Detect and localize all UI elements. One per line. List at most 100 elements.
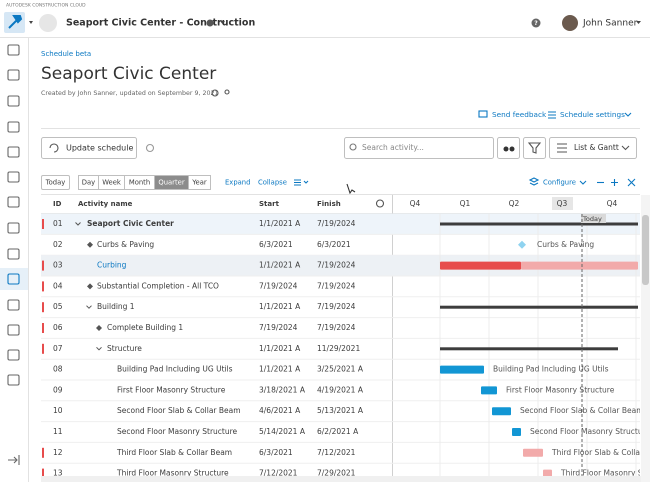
activity-name[interactable]: Second Floor Slab & Collar Beam — [117, 406, 241, 415]
gantt-bar[interactable] — [440, 365, 484, 374]
configure[interactable]: Configure — [543, 179, 576, 187]
brand: AUTODESK CONSTRUCTION CLOUD — [6, 3, 86, 9]
finish-date: 7/19/2024 — [317, 219, 356, 228]
caret[interactable] — [636, 21, 641, 24]
collapse[interactable]: Collapse — [258, 179, 287, 187]
expand-caret[interactable] — [75, 222, 81, 226]
column-header[interactable]: ID — [53, 200, 62, 208]
scale-label[interactable]: Week — [102, 179, 121, 187]
sidebar-icon[interactable] — [7, 95, 20, 107]
column-header[interactable]: Activity name — [78, 200, 133, 208]
finish-date: 6/3/2021 — [317, 240, 351, 249]
sidebar-icon[interactable] — [7, 222, 20, 234]
expand-caret[interactable] — [96, 346, 102, 351]
gantt-bar[interactable] — [440, 347, 618, 351]
period-label: Q4 — [410, 199, 421, 208]
search-box[interactable] — [344, 137, 494, 159]
schedule-settings[interactable]: Schedule settings — [560, 110, 625, 119]
sidebar-icon[interactable] — [7, 273, 20, 285]
gantt-bar[interactable] — [481, 386, 497, 395]
gantt-bar[interactable] — [492, 407, 511, 416]
zoom-in[interactable] — [611, 179, 618, 186]
activity-name[interactable]: Second Floor Masonry Structure — [117, 427, 238, 436]
view-dropdown[interactable] — [549, 137, 637, 159]
fullscreen[interactable] — [627, 178, 636, 187]
start-date: 5/14/2021 A — [259, 427, 306, 436]
sidebar-icon[interactable] — [7, 299, 20, 311]
user-name[interactable]: John Sanner — [582, 19, 638, 29]
activity-name[interactable]: Substantial Completion - All TCO — [97, 281, 219, 290]
scale-label[interactable]: Quarter — [158, 179, 184, 187]
gantt-bar[interactable] — [440, 305, 638, 309]
caret[interactable] — [29, 21, 33, 24]
column-header[interactable]: Start — [259, 200, 280, 208]
avatar[interactable] — [562, 15, 578, 31]
column-settings[interactable] — [375, 199, 385, 208]
row-id: 12 — [53, 448, 63, 457]
activity-name[interactable]: Seaport Civic Center — [87, 219, 174, 228]
period-label: Q1 — [460, 199, 471, 208]
caret[interactable] — [220, 21, 225, 24]
search-placeholder[interactable]: Search activity... — [362, 143, 424, 152]
sidebar-icon[interactable] — [7, 324, 20, 336]
start-date: 7/12/2021 — [259, 469, 298, 478]
gantt-bar[interactable] — [523, 448, 543, 457]
gantt-bar[interactable] — [440, 222, 638, 226]
binoculars-button[interactable] — [497, 137, 520, 159]
view-label[interactable]: List & Gantt — [574, 143, 619, 152]
activity-name[interactable]: Third Floor Slab & Collar Beam — [116, 448, 232, 457]
activity-name[interactable]: Structure — [107, 344, 142, 353]
column-header[interactable]: Finish — [317, 200, 341, 208]
sidebar-icon[interactable] — [7, 248, 20, 260]
expand-caret[interactable] — [86, 305, 92, 309]
gantt-bar[interactable] — [521, 261, 638, 270]
activity-name[interactable]: Curbing — [97, 261, 127, 270]
scale-label[interactable]: Month — [129, 179, 150, 187]
row-id: 04 — [53, 281, 63, 290]
today-label[interactable]: Today — [45, 179, 66, 187]
sidebar-icon[interactable] — [7, 171, 20, 183]
sidebar-icon[interactable] — [7, 374, 20, 386]
sidebar-icon[interactable] — [7, 44, 20, 56]
gantt-label: Third Floor Masonry Structure — [560, 469, 650, 478]
help-icon[interactable] — [531, 18, 541, 28]
filter-button[interactable] — [523, 137, 546, 159]
scale-button[interactable] — [188, 175, 211, 190]
sidebar-icon[interactable] — [7, 196, 20, 208]
start-date: 1/1/2021 A — [259, 344, 301, 353]
status-marker — [42, 281, 44, 292]
gantt-label: Second Floor Masonry Structure — [530, 427, 650, 436]
breadcrumb[interactable]: Schedule beta — [41, 50, 91, 58]
gantt-bar[interactable] — [512, 428, 521, 436]
sidebar-icon[interactable] — [7, 146, 20, 158]
sidebar-icon[interactable] — [7, 69, 20, 81]
collapse-sidebar[interactable] — [8, 455, 20, 465]
activity-name[interactable]: Curbs & Paving — [97, 240, 154, 249]
activity-name[interactable]: Complete Building 1 — [107, 323, 183, 332]
scroll-thumb[interactable] — [642, 215, 649, 285]
info-icon[interactable] — [211, 89, 219, 97]
scale-label[interactable]: Year — [191, 179, 207, 187]
help-icon[interactable] — [145, 143, 155, 153]
finish-date: 7/19/2024 — [317, 261, 356, 270]
project-name[interactable]: Seaport Civic Center - Construction — [66, 18, 255, 29]
gantt-milestone[interactable] — [518, 240, 526, 249]
gantt-bar[interactable] — [543, 469, 552, 478]
expand[interactable]: Expand — [225, 179, 250, 187]
update-schedule-label[interactable]: Update schedule — [66, 144, 133, 153]
activity-name[interactable]: Building Pad Including UG Utils — [117, 365, 233, 374]
gantt-bar[interactable] — [440, 261, 521, 270]
activity-name[interactable]: Building 1 — [97, 302, 135, 311]
start-date: 7/19/2024 — [259, 281, 298, 290]
sidebar-icon[interactable] — [7, 121, 20, 133]
send-feedback[interactable]: Send feedback — [492, 110, 547, 119]
indent-menu[interactable] — [294, 179, 309, 186]
scale-label[interactable]: Day — [82, 179, 95, 187]
finish-date: 3/25/2021 A — [317, 365, 364, 374]
today-button[interactable] — [41, 175, 70, 190]
activity-name[interactable]: Third Floor Masonry Structure — [116, 469, 229, 478]
sidebar-icon[interactable] — [7, 349, 20, 361]
update-schedule-button[interactable] — [41, 137, 137, 159]
activity-name[interactable]: First Floor Masonry Structure — [117, 385, 226, 394]
